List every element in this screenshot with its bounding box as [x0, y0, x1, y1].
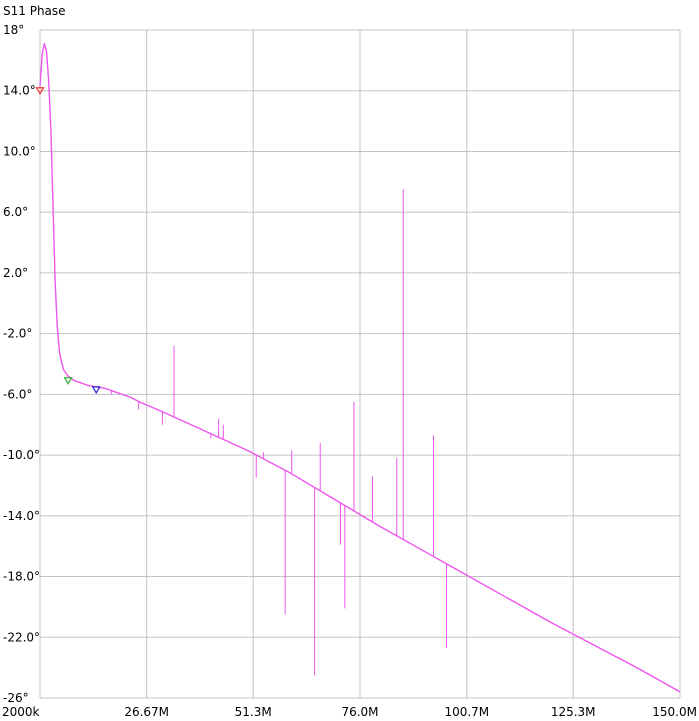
y-tick-label: -2.0° [3, 327, 32, 341]
y-tick-label: 14.0° [3, 84, 36, 98]
x-tick-label: 150.0M [652, 705, 697, 719]
marker-triangle [35, 87, 45, 95]
phase-trace [39, 43, 681, 693]
y-tick-label: -26° [3, 691, 29, 705]
y-tick-label: 6.0° [3, 205, 28, 219]
x-tick-label: 51.3M [235, 705, 272, 719]
y-tick-label: -10.0° [3, 448, 40, 462]
tick-labels: 18° 14.0° 10.0° 6.0° 2.0° -2.0° -6.0° -10.0° -14… [2, 23, 697, 719]
y-tick-label: -6.0° [3, 387, 32, 401]
markers [35, 87, 101, 394]
y-tick-label: 2.0° [3, 266, 28, 280]
x-tick-label: 2000k [2, 705, 40, 719]
chart-title: S11 Phase [3, 4, 66, 18]
x-tick-label: 125.3M [551, 705, 596, 719]
y-tick-label: 18° [3, 23, 24, 37]
y-tick-label: -22.0° [3, 630, 40, 644]
x-tick-label: 100.7M [444, 705, 489, 719]
y-tick-label: -14.0° [3, 509, 40, 523]
y-tick-label: 10.0° [3, 144, 36, 158]
x-tick-label: 76.0M [341, 705, 378, 719]
y-tick-label: -18.0° [3, 570, 40, 584]
grid [39, 29, 681, 699]
series-plot [39, 43, 681, 693]
marker-triangle [63, 377, 73, 385]
x-tick-label: 26.67M [124, 705, 169, 719]
marker-triangle [91, 386, 101, 394]
